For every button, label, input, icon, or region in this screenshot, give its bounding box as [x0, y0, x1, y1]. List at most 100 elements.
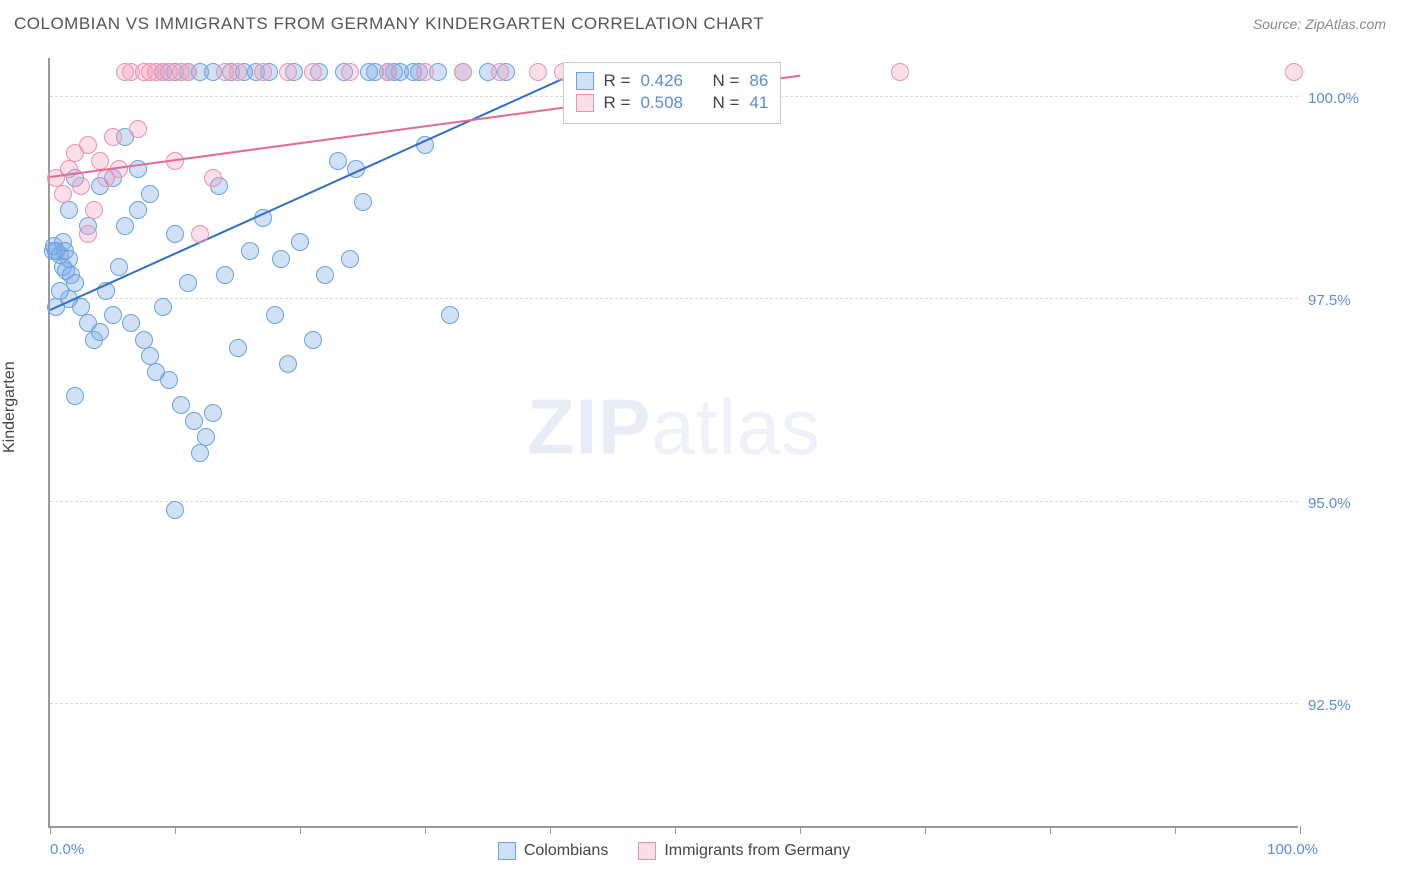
marker-colombians	[60, 201, 78, 219]
marker-germany	[191, 225, 209, 243]
marker-germany	[79, 225, 97, 243]
marker-colombians	[116, 217, 134, 235]
x-tick	[550, 826, 551, 834]
x-tick	[675, 826, 676, 834]
source-label: Source: ZipAtlas.com	[1253, 16, 1386, 32]
marker-germany	[54, 185, 72, 203]
marker-germany	[491, 63, 509, 81]
watermark-zip: ZIP	[527, 382, 651, 470]
marker-colombians	[279, 355, 297, 373]
plot-area: ZIPatlas 92.5%95.0%97.5%100.0%0.0%100.0%…	[48, 58, 1298, 828]
marker-colombians	[66, 387, 84, 405]
marker-germany	[85, 201, 103, 219]
legend-label: Colombians	[524, 842, 608, 860]
marker-colombians	[316, 266, 334, 284]
marker-colombians	[354, 193, 372, 211]
marker-colombians	[341, 250, 359, 268]
marker-colombians	[216, 266, 234, 284]
legend-swatch	[638, 842, 656, 860]
marker-colombians	[160, 371, 178, 389]
marker-colombians	[91, 323, 109, 341]
stat-n-label: N =	[712, 71, 739, 91]
gridline	[50, 501, 1298, 502]
marker-colombians	[291, 233, 309, 251]
stat-r-value: 0.508	[640, 93, 683, 113]
gridline	[50, 703, 1298, 704]
marker-colombians	[172, 396, 190, 414]
x-tick	[50, 826, 51, 834]
marker-colombians	[204, 404, 222, 422]
x-tick	[1300, 826, 1301, 834]
marker-germany	[454, 63, 472, 81]
marker-germany	[72, 177, 90, 195]
marker-colombians	[229, 339, 247, 357]
trendline-colombians	[50, 78, 563, 311]
stats-box: R =0.426 N =86R =0.508 N =41	[563, 62, 782, 124]
stats-row: R =0.426 N =86	[576, 71, 769, 91]
marker-colombians	[154, 298, 172, 316]
marker-germany	[179, 63, 197, 81]
y-tick-label: 92.5%	[1308, 697, 1388, 714]
marker-germany	[341, 63, 359, 81]
marker-germany	[891, 63, 909, 81]
marker-colombians	[266, 306, 284, 324]
watermark-rest: atlas	[651, 382, 821, 470]
x-tick	[300, 826, 301, 834]
marker-colombians	[441, 306, 459, 324]
legend-swatch	[576, 94, 594, 112]
y-tick-label: 95.0%	[1308, 495, 1388, 512]
marker-colombians	[304, 331, 322, 349]
marker-colombians	[272, 250, 290, 268]
legend-swatch	[498, 842, 516, 860]
stats-row: R = 0.508 N = 41	[576, 93, 769, 113]
y-tick-label: 97.5%	[1308, 292, 1388, 309]
stat-n-label: N =	[712, 93, 739, 113]
x-tick	[1175, 826, 1176, 834]
watermark: ZIPatlas	[527, 381, 821, 472]
marker-germany	[279, 63, 297, 81]
marker-colombians	[166, 501, 184, 519]
legend-label: Immigrants from Germany	[664, 842, 850, 860]
marker-colombians	[104, 306, 122, 324]
marker-germany	[79, 136, 97, 154]
marker-germany	[204, 169, 222, 187]
legend-swatch	[576, 72, 594, 90]
marker-colombians	[360, 63, 378, 81]
marker-colombians	[141, 185, 159, 203]
x-tick	[425, 826, 426, 834]
marker-germany	[1285, 63, 1303, 81]
marker-colombians	[110, 258, 128, 276]
stat-n-value: 41	[749, 93, 768, 113]
x-tick	[175, 826, 176, 834]
header: COLOMBIAN VS IMMIGRANTS FROM GERMANY KIN…	[0, 0, 1406, 44]
marker-germany	[304, 63, 322, 81]
marker-colombians	[329, 152, 347, 170]
marker-germany	[129, 120, 147, 138]
chart-title: COLOMBIAN VS IMMIGRANTS FROM GERMANY KIN…	[14, 14, 764, 34]
marker-colombians	[241, 242, 259, 260]
stat-r-label: R =	[604, 93, 631, 113]
marker-germany	[229, 63, 247, 81]
y-axis-label: Kindergarten	[1, 361, 19, 453]
marker-germany	[104, 128, 122, 146]
x-tick	[800, 826, 801, 834]
y-tick-label: 100.0%	[1308, 90, 1388, 107]
x-tick	[925, 826, 926, 834]
marker-colombians	[197, 428, 215, 446]
stat-r-label: R =	[604, 71, 631, 91]
marker-colombians	[166, 225, 184, 243]
marker-colombians	[191, 444, 209, 462]
stat-n-value: 86	[749, 71, 768, 91]
marker-colombians	[185, 412, 203, 430]
gridline	[50, 298, 1298, 299]
legend-bottom: Colombians Immigrants from Germany	[50, 842, 1298, 860]
marker-colombians	[129, 201, 147, 219]
marker-colombians	[179, 274, 197, 292]
chart-container: Kindergarten ZIPatlas 92.5%95.0%97.5%100…	[0, 44, 1406, 884]
marker-germany	[254, 63, 272, 81]
marker-germany	[416, 63, 434, 81]
legend-item: Colombians	[498, 842, 608, 860]
marker-germany	[529, 63, 547, 81]
legend-item: Immigrants from Germany	[638, 842, 850, 860]
marker-colombians	[122, 314, 140, 332]
